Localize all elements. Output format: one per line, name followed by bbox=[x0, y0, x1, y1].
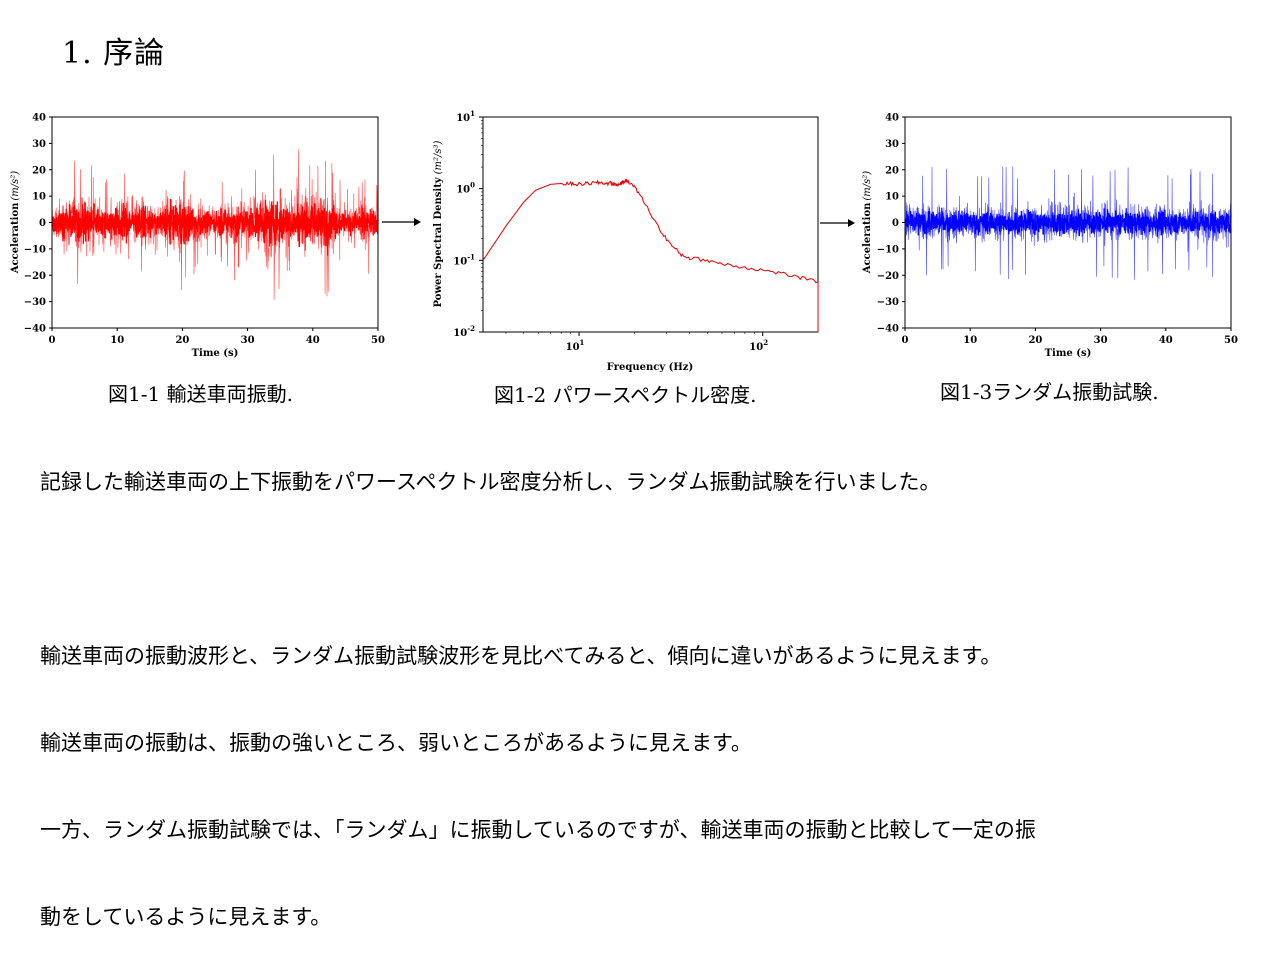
y-tick-label: 10-1 bbox=[453, 252, 475, 267]
x-tick-label: 30 bbox=[241, 335, 255, 346]
body-line: 輸送車両の振動は、振動の強いところ、弱いところがあるように見えます。 bbox=[40, 731, 752, 755]
psd-series-line bbox=[482, 178, 819, 332]
x-tick-label: 10 bbox=[963, 335, 977, 346]
series-line-core bbox=[904, 207, 1232, 237]
y-tick-label: −10 bbox=[24, 244, 46, 255]
y-tick-label: −10 bbox=[877, 244, 899, 255]
y-tick-label: 20 bbox=[32, 165, 46, 176]
y-tick-label: 40 bbox=[885, 113, 899, 124]
slide-title: 1. 序論 bbox=[62, 36, 166, 71]
body-line: 動をしているように見えます。 bbox=[40, 905, 332, 929]
body-line: 記録した輸送車両の上下振動をパワースペクトル密度分析し、ランダム振動試験を行いま… bbox=[40, 470, 941, 494]
chart-power-spectral-density: 101 100 10-1 10-2 101 102 Frequency (Hz) Pow… bbox=[433, 109, 819, 373]
y-tick-label: 10 bbox=[885, 192, 899, 203]
y-tick-label: 30 bbox=[32, 139, 46, 150]
chart3-ylabel-group: Acceleration(m/s²) bbox=[862, 171, 873, 274]
caption-figure-1-2: 図1-2 パワースペクトル密度. bbox=[494, 383, 757, 407]
y-tick-label: −40 bbox=[24, 324, 46, 335]
x-tick-label: 102 bbox=[749, 338, 768, 353]
x-tick-label: 0 bbox=[49, 335, 56, 346]
body-line-blank bbox=[40, 555, 1220, 584]
y-tick-label: 10-2 bbox=[453, 324, 475, 339]
y-tick-label: 0 bbox=[892, 218, 899, 229]
y-tick-label: −30 bbox=[24, 297, 46, 308]
y-tick-label: 20 bbox=[885, 165, 899, 176]
y-tick-label: 10 bbox=[32, 192, 46, 203]
arrow-right-icon bbox=[820, 219, 855, 227]
caption-figure-1-3: 図1-3ランダム振動試験. bbox=[940, 380, 1159, 404]
arrow-right-icon bbox=[382, 218, 421, 226]
x-tick-label: 50 bbox=[371, 335, 385, 346]
chart-random-vibration-test: 40 30 20 10 0 −10 −20 −30 −40 0 10 20 30 40 50 Time (… bbox=[862, 113, 1238, 360]
y-tick-label: −20 bbox=[877, 271, 899, 282]
chart2-ylabel: Power Spectral Density bbox=[433, 176, 444, 307]
series-line-core bbox=[51, 198, 379, 256]
chart3-ylabel-unit: (m/s²) bbox=[862, 171, 873, 201]
body-line: 一方、ランダム振動試験では、「ランダム」に振動しているのですが、輸送車両の振動と… bbox=[40, 818, 1036, 842]
chart1-ylabel: Acceleration bbox=[10, 202, 21, 274]
y-tick-label: 100 bbox=[456, 181, 475, 196]
caption-figure-1-1: 図1-1 輸送車両振動. bbox=[108, 382, 293, 406]
chart2-xlabel: Frequency (Hz) bbox=[607, 362, 693, 373]
chart1-ylabel-group: Acceleration(m/s²) bbox=[10, 171, 21, 274]
y-tick-label: −20 bbox=[24, 271, 46, 282]
chart3-ylabel: Acceleration bbox=[862, 202, 873, 274]
y-tick-label: 0 bbox=[39, 218, 46, 229]
chart2-ylabel-group: Power Spectral Density (m²/s³) bbox=[433, 140, 444, 307]
chart3-xlabel: Time (s) bbox=[1045, 348, 1092, 359]
y-tick-label: 40 bbox=[32, 113, 46, 124]
x-tick-label: 10 bbox=[110, 335, 124, 346]
x-tick-label: 50 bbox=[1224, 335, 1238, 346]
x-tick-label: 40 bbox=[306, 335, 320, 346]
x-tick-label: 20 bbox=[175, 335, 189, 346]
x-tick-label: 30 bbox=[1094, 335, 1108, 346]
body-line: 輸送車両の振動波形と、ランダム振動試験波形を見比べてみると、傾向に違いがあるよう… bbox=[40, 644, 1002, 668]
chart-vehicle-vibration: 40 30 20 10 0 −10 −20 −30 −40 0 10 20 30 40 50 Time (… bbox=[10, 113, 385, 360]
chart1-xlabel: Time (s) bbox=[192, 348, 239, 359]
y-tick-label: −30 bbox=[877, 297, 899, 308]
x-tick-label: 0 bbox=[902, 335, 909, 346]
y-tick-label: −40 bbox=[877, 324, 899, 335]
x-tick-label: 20 bbox=[1028, 335, 1042, 346]
body-text: 記録した輸送車両の上下振動をパワースペクトル密度分析し、ランダム振動試験を行いま… bbox=[40, 410, 1220, 961]
chart1-ylabel-unit: (m/s²) bbox=[10, 171, 21, 201]
x-tick-label: 40 bbox=[1159, 335, 1173, 346]
y-tick-label: 30 bbox=[885, 139, 899, 150]
x-tick-label: 101 bbox=[566, 338, 585, 353]
chart2-ylabel-unit: (m²/s³) bbox=[433, 140, 444, 174]
y-tick-label: 101 bbox=[456, 109, 475, 124]
